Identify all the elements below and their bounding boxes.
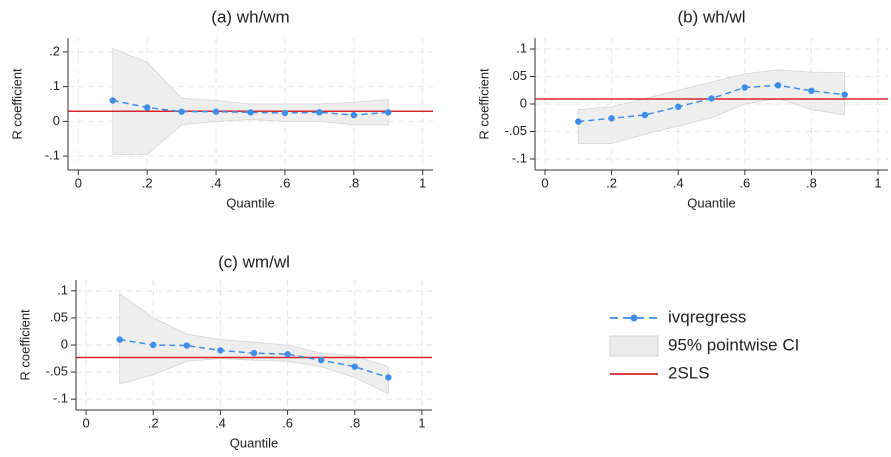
estimate-point [212,108,220,115]
y-tick-label: 0 [520,95,527,110]
estimate-point [774,82,782,89]
legend-band-key [609,335,659,357]
estimate-point [217,347,224,354]
estimate-point [385,374,392,381]
x-tick-label: .8 [348,175,359,190]
estimate-point [708,95,715,102]
x-tick-label: 1 [419,175,426,190]
ci-band [112,47,389,155]
panel-title: (c) wm/wl [218,252,290,271]
x-axis-label: Quantile [687,195,735,210]
y-tick-label: .2 [49,43,60,58]
estimate-point [575,118,582,125]
x-tick-label: .6 [280,175,291,190]
estimate-point [281,109,289,117]
estimate-point [143,104,151,111]
estimate-point [641,111,649,119]
x-axis-label: Quantile [226,195,274,210]
y-tick-label: .1 [57,282,68,297]
estimate-point [350,111,358,119]
estimate-point [284,351,291,358]
y-tick-label: -.1 [53,391,68,406]
estimate-point [741,84,749,91]
ci-band [577,69,846,145]
y-tick-label: .1 [49,78,60,93]
estimate-point [247,109,254,116]
panel-title: (b) wh/wl [677,7,745,26]
estimate-line [112,99,389,116]
estimate-point [316,109,323,116]
x-tick-label: .2 [148,415,159,430]
x-tick-label: 0 [541,175,548,190]
x-tick-label: 1 [418,415,425,430]
estimate-point [116,336,123,343]
estimate-point [351,363,358,370]
x-tick-label: .4 [215,415,226,430]
y-tick-label: -.05 [46,364,68,379]
y-axis-label: R coefficient [17,309,32,381]
legend-label: 2SLS [668,363,710,382]
legend-label: 95% pointwise CI [668,335,799,354]
y-tick-label: -.05 [505,123,527,138]
y-tick-label: 0 [61,336,68,351]
estimate-point [183,342,191,349]
y-axis-label: R coefficient [476,68,491,140]
y-axis-label: R coefficient [9,68,24,140]
y-tick-label: .1 [516,40,527,55]
estimate-point [841,91,848,98]
panel-title: (a) wh/wm [211,7,289,26]
y-tick-label: -.1 [512,150,527,165]
legend-point-key [630,314,638,322]
estimate-point [674,103,682,110]
legend-label: ivqregress [668,307,746,326]
estimate-point [385,109,392,116]
y-tick-label: .05 [509,68,527,83]
estimate-point [178,108,185,115]
ci-band [119,292,389,395]
y-tick-label: .05 [50,309,68,324]
y-tick-label: -.1 [45,148,60,163]
x-axis-label: Quantile [230,435,278,450]
x-tick-label: .4 [211,175,222,190]
y-tick-label: 0 [53,113,60,128]
x-tick-label: .2 [142,175,153,190]
x-tick-label: .2 [606,175,617,190]
x-tick-label: .8 [806,175,817,190]
x-tick-label: .8 [349,415,360,430]
x-tick-label: 0 [75,175,82,190]
estimate-point [317,356,325,364]
estimate-point [150,341,157,349]
x-tick-label: 0 [82,415,89,430]
estimate-point [250,349,258,357]
estimate-point [608,115,615,122]
x-tick-label: .6 [282,415,293,430]
estimate-point [109,97,116,104]
estimate-point [808,87,815,95]
x-tick-label: .4 [673,175,684,190]
x-tick-label: 1 [874,175,881,190]
x-tick-label: .6 [739,175,750,190]
